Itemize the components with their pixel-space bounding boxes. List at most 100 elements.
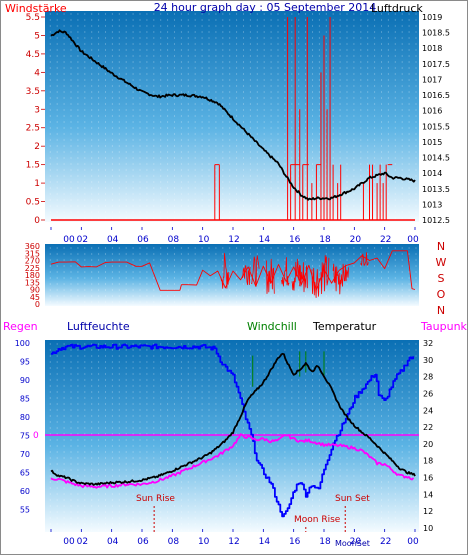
x-tick-label: 20 [350,537,362,547]
pressure-tick-label: 1017 [422,75,442,84]
direction-tick-label: 225 [25,264,40,273]
dewpoint-line [50,433,415,489]
pressure-tick-label: 1013.5 [422,185,450,194]
pressure-tick-label: 1015 [422,138,442,147]
humidity-axis-ticks: 100 95 90 85 80 75 70 65 60 55 [15,339,30,515]
humidity-tick-label: 65 [20,469,30,478]
direction-tick-label: 90 [30,286,40,295]
moon-set-label: MoonSet [335,539,370,548]
wind-tick-label: 2.5 [26,124,40,134]
pressure-axis-ticks: 1019 1018.5 1018 1017.5 1017 1016.5 1016 1015.5… [422,13,450,225]
direction-tick-label: 0 [35,300,40,309]
pressure-tick-label: 1016.5 [422,91,450,100]
humidity-tick-label: 75 [20,432,30,441]
wind-tick-label: 3 [34,105,40,115]
x-tick-label: 02 [77,537,88,547]
x-tick-label: 08 [168,537,180,547]
direction-tick-label: 180 [25,271,40,280]
temperature-tick-label: 20 [423,440,433,449]
wind-tick-label: 1 [34,179,40,189]
x-tick-label: 02 [77,235,88,245]
wind-series [51,17,415,221]
x-tick-label: 16 [289,537,301,547]
pressure-tick-label: 1014 [422,169,442,178]
pressure-tick-label: 1013 [422,200,442,209]
pressure-tick-label: 1012.5 [422,216,450,225]
wind-direction-noise [360,252,369,266]
x-tick-label: 20 [350,235,362,245]
x-tick-label: 00 [63,235,75,245]
dewpoint-label: Taupunkt [420,320,467,333]
temperature-humidity-series [45,343,419,532]
temperature-label: Temperatur [312,320,377,333]
x-tick-label: 14 [259,235,271,245]
wind-direction-noise [281,257,290,287]
moon-rise-label: Moon Rise [294,515,341,525]
direction-tick-label: 135 [25,278,40,287]
wind-direction-noise [220,252,230,289]
wind-axis-title: Windstärke [5,2,67,15]
wind-direction-noise [320,254,330,295]
x-tick-label: 06 [137,537,149,547]
pressure-axis-title: Luftdruck [371,2,423,15]
pressure-tick-label: 1015.5 [422,122,450,131]
wind-direction-noise [291,258,301,291]
wind-direction-series [50,250,416,299]
x-tick-label: 00 [63,537,75,547]
humidity-tick-label: 85 [20,395,30,404]
x-tick-label: 16 [289,235,301,245]
temperature-tick-label: 10 [423,524,433,533]
temperature-tick-label: 26 [423,389,433,398]
x-tick-label: 22 [380,537,391,547]
direction-tick-label: 315 [25,249,40,258]
x-tick-label: 14 [259,537,271,547]
wind-tick-label: 1.5 [26,161,40,171]
x-tick-label: 04 [107,537,119,547]
compass-label: O [437,288,446,301]
compass-label: N [437,240,445,253]
humidity-tick-label: 90 [20,376,30,385]
wind-direction-noise [332,263,342,295]
temperature-tick-label: 30 [423,356,433,365]
humidity-tick-label: 55 [20,506,30,515]
temperature-tick-label: 24 [423,406,433,415]
wind-tick-label: 0.5 [26,198,40,208]
panel-3-x-ticks: 00 02 04 06 08 10 12 14 16 18 20 22 00 [50,529,419,547]
rain-value-label: 0 [33,431,39,441]
panel-1-x-ticks: 00 02 04 06 08 10 12 14 16 18 20 22 00 [50,227,419,245]
chart-title: 24 hour graph day : 05 September 2014 [154,1,377,14]
wind-tick-label: 5 [34,31,40,41]
direction-tick-label: 360 [25,242,40,251]
humidity-tick-label: 60 [20,487,30,496]
wind-direction-noise [241,265,251,286]
rain-label: Regen [3,320,38,333]
wind-tick-label: 4 [34,68,40,78]
humidity-tick-label: 70 [20,450,30,459]
direction-tick-label: 270 [25,257,40,266]
wind-direction-noise [340,263,349,287]
panel-wind-pressure: 5.554.543.532.521.510.50 10191018.510181… [26,11,450,245]
compass-label: N [437,304,445,317]
x-tick-label: 00 [407,235,419,245]
x-tick-label: 18 [319,537,331,547]
wind-direction-noise [266,258,275,295]
pressure-line [50,29,416,201]
temperature-tick-label: 32 [423,339,433,348]
temperature-tick-label: 14 [423,490,433,499]
wind-axis-ticks: 5.5 5 4.5 4 3.5 3 2.5 2 1.5 1 0.5 0 [26,13,45,226]
wind-tick-label: 4.5 [26,50,40,60]
direction-tick-label: 45 [30,293,40,302]
temperature-tick-label: 28 [423,373,433,382]
temperature-line [50,352,416,486]
windchill-label: Windchill [247,320,297,333]
pressure-tick-label: 1014.5 [422,154,450,163]
x-tick-label: 08 [168,235,180,245]
x-tick-label: 18 [319,235,331,245]
pressure-series [50,29,416,201]
